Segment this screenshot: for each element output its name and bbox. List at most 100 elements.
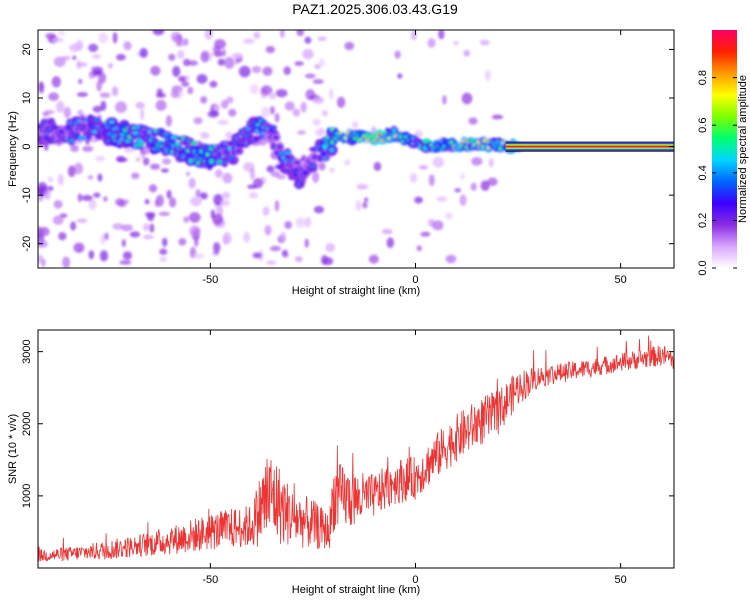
spectrogram-speckle: [414, 129, 423, 138]
spectrogram-speckle: [170, 31, 181, 42]
spectrogram-speckle: [97, 173, 103, 182]
spectrogram-speckle: [266, 260, 277, 265]
spectrogram-speckle: [225, 131, 233, 140]
spectrogram-ridge-core: [278, 152, 286, 155]
spectrogram-speckle: [129, 231, 141, 238]
spectrogram-speckle: [221, 99, 229, 109]
spectrogram-speckle: [76, 92, 89, 97]
spectrogram-speckle: [44, 189, 51, 200]
spectrogram-speckle: [264, 224, 272, 236]
spectrogram-speckle: [103, 196, 108, 202]
spectrogram-speckle: [284, 101, 295, 111]
spectrogram-ridge-core: [228, 142, 232, 146]
spectrogram-speckle: [265, 45, 276, 54]
spectrogram-speckle: [98, 32, 109, 44]
spectrogram-speckle: [152, 30, 165, 36]
spectrogram-speckle: [196, 73, 208, 84]
snr-xlabel: Height of straight line (km): [292, 584, 420, 596]
spectrogram-ridge-core: [137, 142, 144, 147]
spectrogram-speckle: [73, 162, 84, 175]
colorbar: 0.0 0.2 0.4 0.6 0.8 Normalized spectral ampl…: [697, 30, 749, 276]
spectrogram-ytick-label: -10: [21, 187, 33, 203]
spectrogram-speckle: [70, 144, 79, 153]
spectrogram-speckle: [140, 146, 151, 155]
spectrogram-speckle: [148, 184, 158, 193]
spectrogram-speckle: [221, 49, 226, 57]
spectrogram-ridge-core: [299, 182, 304, 187]
spectrogram-speckle: [219, 199, 231, 206]
spectrogram-speckle: [112, 31, 118, 44]
spectrogram-speckle: [56, 101, 65, 113]
spectrogram-speckle: [432, 156, 445, 168]
colorbar-tick-label: 0.8: [697, 70, 709, 85]
spectrogram-speckle: [47, 176, 53, 183]
spectrogram-ridge-core: [205, 152, 210, 157]
spectrogram-speckle: [183, 216, 190, 223]
spectrogram-speckle: [190, 196, 202, 207]
spectrogram-speckle: [460, 173, 465, 180]
spectrogram-ytick-label: -20: [21, 236, 33, 252]
spectrogram-speckle: [296, 130, 306, 136]
spectrogram-speckle: [78, 78, 83, 85]
spectrogram-ridge-core: [227, 155, 235, 160]
spectrogram-ridge-core: [221, 161, 228, 164]
spectrogram-speckle: [131, 172, 140, 180]
spectrogram-speckle: [409, 173, 418, 183]
spectrogram-speckle: [200, 96, 208, 104]
spectrogram-speckle: [155, 99, 167, 111]
spectrogram-speckle: [123, 41, 132, 51]
spectrogram-speckle: [178, 76, 186, 83]
snr-plot-area: [38, 330, 674, 568]
spectrogram-speckle: [468, 117, 478, 125]
spectrogram-speckle: [224, 56, 235, 69]
spectrogram-speckle: [53, 200, 63, 209]
spectrogram-speckle: [420, 231, 431, 237]
spectrogram-speckle: [344, 41, 355, 51]
spectrogram-speckle: [314, 63, 321, 70]
snr-xtick-label: 50: [615, 574, 627, 586]
spectrogram-ridge-core: [322, 144, 329, 150]
spectrogram-ridge-core: [323, 138, 327, 142]
spectrogram-speckle: [356, 183, 369, 190]
spectrogram-ridge-core: [94, 117, 100, 123]
spectrogram-ridge-core: [329, 147, 335, 153]
spectrogram-speckle: [200, 50, 210, 63]
spectrogram-speckle: [274, 112, 280, 123]
spectrogram-speckle: [161, 158, 172, 165]
spectrogram-speckle: [147, 213, 155, 222]
spectrogram-speckle: [329, 167, 335, 173]
spectrogram-speckle: [170, 89, 180, 99]
spectrogram-speckle: [139, 47, 148, 58]
spectrogram-speckle: [107, 62, 113, 69]
spectrogram-speckle: [57, 173, 64, 186]
snr-ylabel: SNR (10 * v/v): [7, 414, 19, 484]
spectrogram-speckle: [304, 238, 309, 248]
spectrogram-ridge-core: [137, 139, 143, 144]
spectrogram-speckle: [73, 242, 85, 253]
spectrogram-ridge-core: [236, 149, 242, 153]
spectrogram-speckle: [249, 83, 259, 95]
spectrogram-speckle: [283, 66, 291, 76]
spectrogram-ridge-core: [247, 132, 251, 136]
spectrogram-carrier-band: [505, 141, 674, 152]
spectrogram-speckle: [135, 102, 145, 109]
colorbar-tick-label: 0.0: [697, 260, 709, 275]
spectrogram-ticks: -50 0 50 -20 -10 0 10 20: [21, 30, 674, 286]
snr-ticks: -50 0 50 1000 2000 3000: [21, 330, 674, 586]
spectrogram-speckle: [336, 96, 346, 108]
spectrogram-speckle: [427, 38, 436, 48]
snr-ytick-label: 1000: [21, 484, 33, 508]
spectrogram-ridge-core: [86, 134, 91, 139]
spectrogram-speckle: [317, 36, 327, 42]
spectrogram-ridge-core: [188, 158, 193, 164]
spectrogram-speckle: [177, 50, 185, 60]
spectrogram-speckle: [88, 75, 94, 80]
spectrogram-marks: [38, 30, 523, 268]
spectrogram-speckle: [294, 256, 303, 263]
spectrogram-speckle: [112, 223, 124, 230]
spectrogram-speckle: [453, 40, 459, 46]
spectrogram-speckle: [461, 92, 473, 105]
spectrogram-speckle: [142, 157, 150, 166]
spectrogram-speckle: [479, 39, 490, 46]
